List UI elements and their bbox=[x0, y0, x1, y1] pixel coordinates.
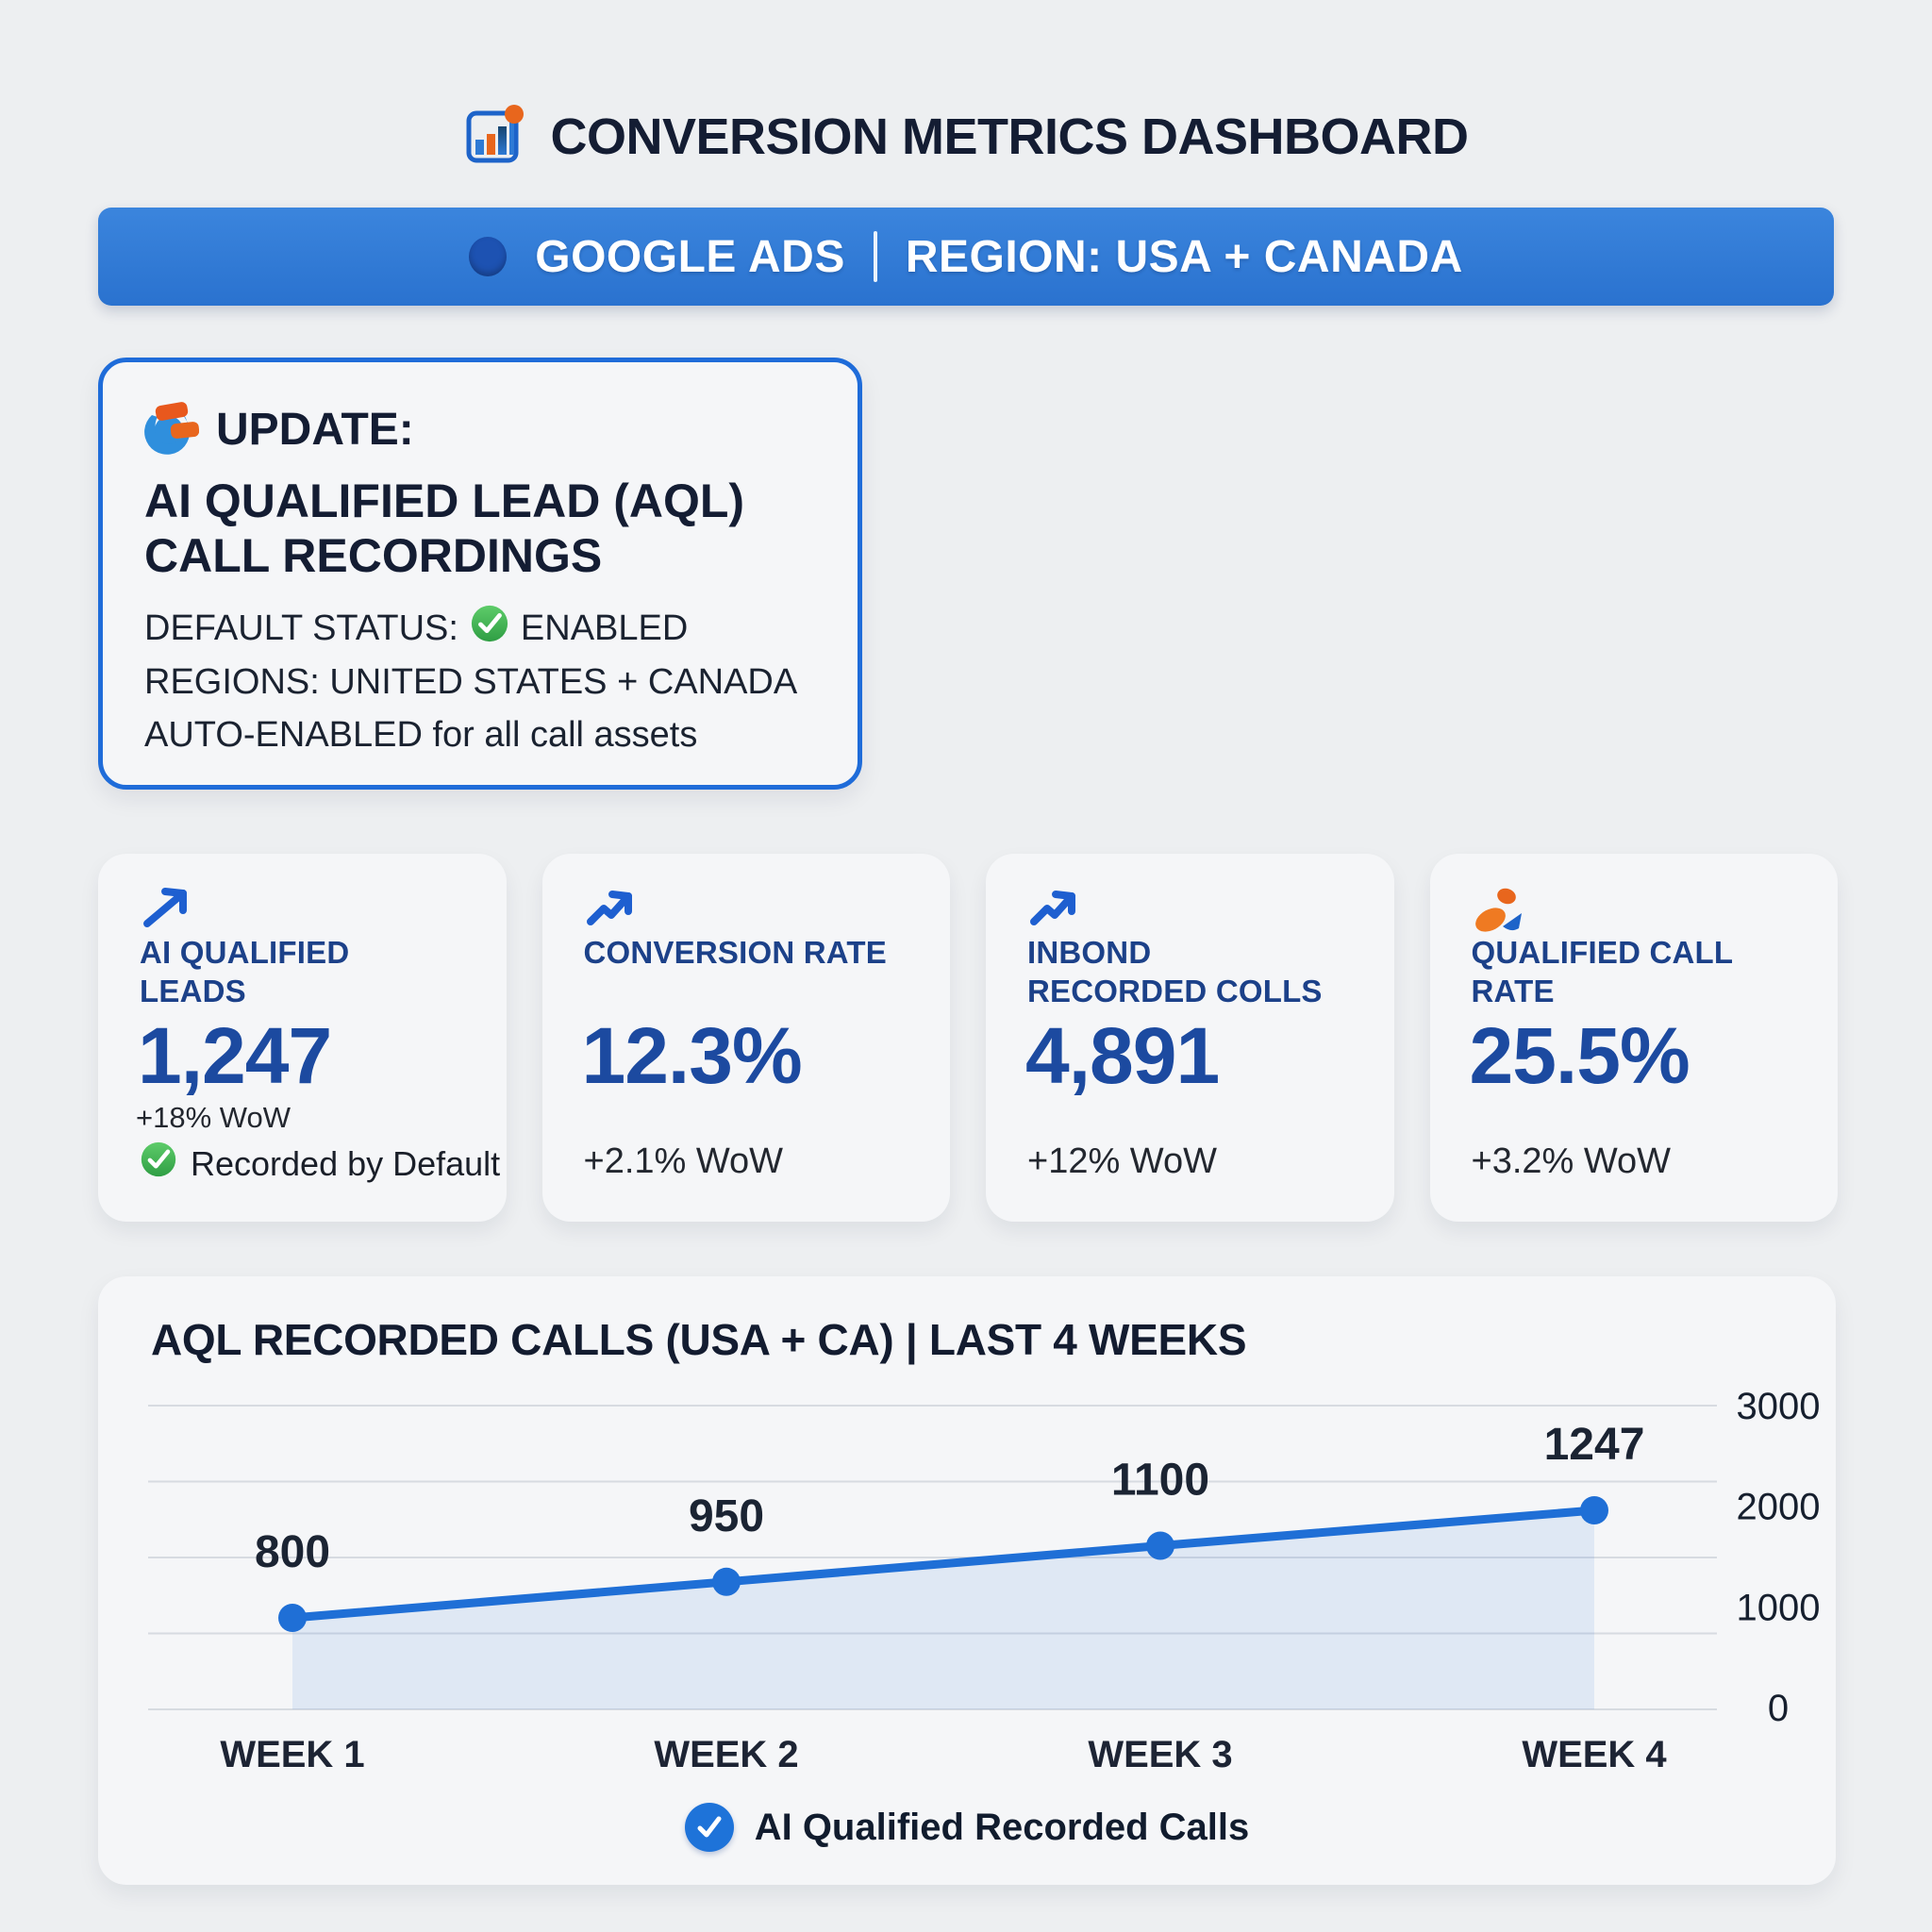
trending-up-icon bbox=[584, 884, 639, 936]
recorded-badge: Recorded by Default bbox=[140, 1141, 500, 1187]
x-axis-label: WEEK 4 bbox=[1522, 1734, 1667, 1775]
x-axis-label: WEEK 1 bbox=[220, 1734, 364, 1775]
metric-value: 12.3% bbox=[581, 1011, 803, 1100]
metric-label: INBOND RECORDED COLLS bbox=[1027, 935, 1323, 1008]
metric-label: AI QUALIFIED LEADS bbox=[140, 935, 350, 1008]
update-headline-line1: AI QUALIFIED LEAD (AQL) bbox=[144, 475, 745, 527]
bar-chart-icon bbox=[463, 104, 525, 171]
data-point-week-3[interactable] bbox=[1146, 1531, 1174, 1560]
metric-cards-row: AI QUALIFIED LEADS 1,247 +18% WoW Record… bbox=[98, 854, 1838, 1222]
metric-delta: +12% WoW bbox=[1027, 1141, 1217, 1181]
update-headline: AI QUALIFIED LEAD (AQL) CALL RECORDINGS bbox=[144, 474, 744, 583]
y-axis-tick: 3000 bbox=[1737, 1386, 1821, 1427]
phone-icon bbox=[1472, 884, 1526, 943]
data-point-week-4[interactable] bbox=[1580, 1496, 1608, 1524]
data-label: 1100 bbox=[1111, 1456, 1209, 1506]
sync-icon bbox=[144, 400, 200, 459]
chart-legend[interactable]: AI Qualified Recorded Calls bbox=[98, 1803, 1836, 1852]
metric-card-qualified-call-rate: QUALIFIED CALL RATE 25.5% +3.2% WoW bbox=[1429, 854, 1838, 1222]
chart-title: AQL RECORDED CALLS (USA + CA) | LAST 4 W… bbox=[151, 1315, 1247, 1364]
update-headline-line2: CALL RECORDINGS bbox=[144, 529, 603, 582]
metric-value: 1,247 bbox=[138, 1011, 332, 1100]
metric-delta: +3.2% WoW bbox=[1471, 1141, 1672, 1181]
dashboard-header: CONVERSION METRICS DASHBOARD bbox=[0, 94, 1932, 179]
auto-enabled-line: AUTO-ENABLED for all call assets bbox=[144, 715, 698, 755]
regions-line: REGIONS: UNITED STATES + CANADA bbox=[144, 662, 798, 702]
status-dot-icon bbox=[469, 237, 508, 276]
y-axis-tick: 1000 bbox=[1737, 1587, 1821, 1628]
check-circle-icon bbox=[470, 604, 509, 653]
status-value: ENABLED bbox=[520, 608, 689, 648]
x-axis-label: WEEK 2 bbox=[654, 1734, 798, 1775]
update-title: UPDATE: bbox=[216, 405, 414, 455]
data-point-week-1[interactable] bbox=[278, 1604, 307, 1632]
banner-source: GOOGLE ADS bbox=[535, 231, 845, 282]
metric-label: QUALIFIED CALL RATE bbox=[1471, 935, 1733, 1008]
metric-value: 4,891 bbox=[1025, 1011, 1220, 1100]
data-label: 800 bbox=[255, 1527, 330, 1577]
status-label: DEFAULT STATUS: bbox=[144, 608, 458, 648]
data-point-week-2[interactable] bbox=[712, 1567, 741, 1596]
data-label: 1247 bbox=[1544, 1420, 1645, 1470]
area-fill bbox=[292, 1510, 1594, 1709]
campaign-banner: GOOGLE ADS REGION: USA + CANADA bbox=[98, 208, 1834, 306]
update-card: UPDATE: AI QUALIFIED LEAD (AQL) CALL REC… bbox=[98, 358, 862, 790]
arrow-up-right-icon bbox=[140, 884, 194, 936]
metric-delta: +2.1% WoW bbox=[583, 1141, 784, 1181]
metric-value: 25.5% bbox=[1469, 1011, 1690, 1100]
banner-separator-bar bbox=[873, 231, 877, 282]
y-axis-tick: 2000 bbox=[1737, 1487, 1821, 1528]
x-axis-label: WEEK 3 bbox=[1088, 1734, 1232, 1775]
recorded-badge-label: Recorded by Default bbox=[191, 1143, 501, 1183]
page-title: CONVERSION METRICS DASHBOARD bbox=[550, 108, 1469, 165]
update-card-header: UPDATE: bbox=[144, 400, 414, 459]
legend-label: AI Qualified Recorded Calls bbox=[754, 1806, 1250, 1848]
line-chart-svg: 800 WEEK 1 950 WEEK 2 1100 WEEK 3 1247 WEEK 4 30… bbox=[148, 1386, 1821, 1775]
data-label: 950 bbox=[689, 1491, 764, 1541]
chart-card: AQL RECORDED CALLS (USA + CA) | LAST 4 W… bbox=[98, 1276, 1836, 1885]
y-axis-tick: 0 bbox=[1768, 1688, 1789, 1729]
metric-card-inbound-recorded-calls: INBOND RECORDED COLLS 4,891 +12% WoW bbox=[986, 854, 1394, 1222]
metric-delta: +18% WoW bbox=[136, 1101, 291, 1134]
metric-label: CONVERSION RATE bbox=[583, 935, 887, 970]
series-line bbox=[288, 1506, 1599, 1623]
metric-card-conversion-rate: CONVERSION RATE 12.3% +2.1% WoW bbox=[541, 854, 950, 1222]
legend-checkbox-icon[interactable] bbox=[684, 1803, 734, 1852]
check-circle-icon bbox=[140, 1141, 177, 1187]
metric-card-ai-qualified-leads: AI QUALIFIED LEADS 1,247 +18% WoW Record… bbox=[98, 854, 507, 1222]
trending-up-icon bbox=[1027, 884, 1082, 936]
banner-region: REGION: USA + CANADA bbox=[905, 231, 1463, 282]
default-status-line: DEFAULT STATUS: ENABLED bbox=[144, 604, 688, 653]
